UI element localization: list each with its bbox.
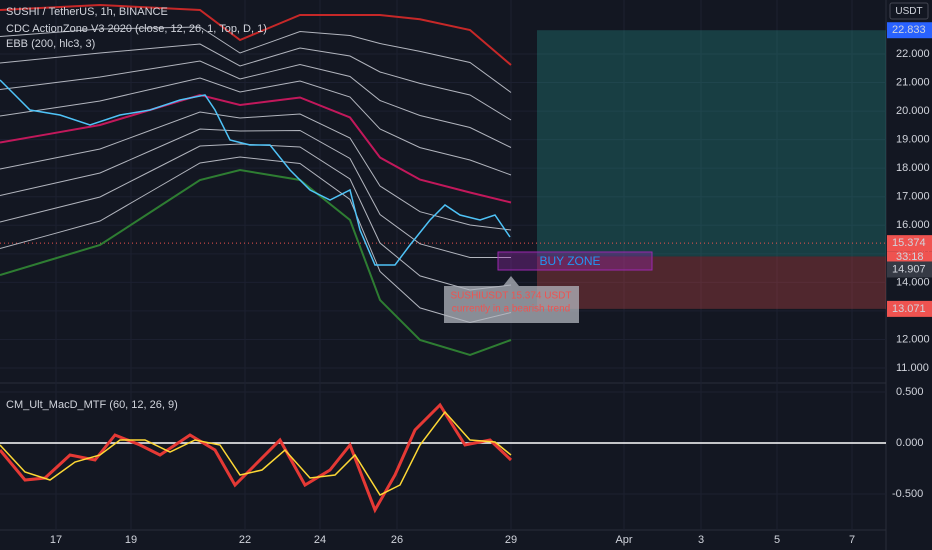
- price-line: [0, 79, 511, 266]
- target-tag-label: 22.833: [892, 24, 926, 36]
- loss-zone: [537, 256, 886, 309]
- price-tick-label: 20.000: [896, 105, 930, 117]
- envelope-bands: [0, 3, 512, 357]
- upper-band: [0, 3, 512, 66]
- last-price-tag: [887, 235, 932, 252]
- price-tick-label: 22.000: [896, 48, 930, 60]
- stop-tag-label: 13.071: [892, 303, 926, 315]
- band-line: [0, 93, 512, 204]
- entry-tag-label: 14.907: [892, 263, 926, 275]
- unit-label: USDT: [895, 6, 922, 17]
- indicator-label: EBB (200, hlc3, 3): [6, 38, 95, 50]
- macd-title: CM_Ult_MacD_MTF (60, 12, 26, 9): [6, 399, 178, 411]
- macd-tick-label: -0.500: [892, 488, 923, 500]
- time-label: 22: [239, 534, 251, 546]
- price-tick-label: 14.000: [896, 276, 930, 288]
- buy-zone-label: BUY ZONE: [539, 254, 600, 268]
- price-tick-label: 18.000: [896, 162, 930, 174]
- price-tick-label: 11.000: [896, 362, 929, 374]
- price-tick-label: 17.000: [896, 191, 930, 203]
- symbol-title: SUSHI / TetherUS, 1h, BINANCE: [6, 6, 168, 18]
- time-label: 19: [125, 534, 137, 546]
- macd-tick-label: 0.000: [896, 437, 924, 449]
- stop-tag: [887, 300, 932, 317]
- price-tick-label: 16.000: [896, 219, 930, 231]
- target-tag: [887, 22, 932, 39]
- lower-band: [0, 168, 512, 357]
- position-tool: [0, 30, 886, 309]
- countdown-bg: [887, 251, 932, 264]
- buy-zone-box: [497, 251, 653, 271]
- band-line: [0, 156, 512, 324]
- time-label: Apr: [615, 534, 632, 546]
- band-line: [0, 128, 511, 258]
- signal-line: [0, 410, 512, 496]
- note-line: currently in a bearish trend: [452, 304, 570, 315]
- price-tick-label: 19.000: [896, 134, 930, 146]
- price-tick-label: 12.000: [896, 333, 930, 345]
- time-label: 17: [50, 534, 62, 546]
- entry-tag: [887, 261, 932, 278]
- time-label: 7: [849, 534, 855, 546]
- time-label: 29: [505, 534, 517, 546]
- band-line: [0, 26, 512, 93]
- time-label: 3: [698, 534, 704, 546]
- band-line: [0, 60, 512, 148]
- labels: 22.000 21.000 20.000 19.000 18.000 17.000 16.0…: [50, 22, 932, 546]
- time-label: 5: [774, 534, 780, 546]
- note-box: [444, 276, 579, 323]
- time-label: 26: [391, 534, 403, 546]
- unit-badge: [889, 2, 929, 20]
- band-line: [0, 43, 512, 121]
- price-tick-label: 21.000: [896, 76, 930, 88]
- countdown: 33:18: [896, 251, 924, 263]
- profit-zone: [537, 30, 886, 257]
- time-label: 24: [314, 534, 326, 546]
- macd-drawing: [0, 402, 886, 514]
- macd-tick-label: 0.500: [896, 386, 924, 398]
- band-line: [0, 77, 512, 176]
- band-line: [0, 111, 512, 231]
- last-price-tag-label: 15.374: [892, 237, 926, 249]
- note-line: SUSHIUSDT 15.374 USDT: [451, 291, 572, 302]
- indicator-label: CDC ActionZone V3 2020 (close, 12, 26, 1…: [6, 23, 267, 35]
